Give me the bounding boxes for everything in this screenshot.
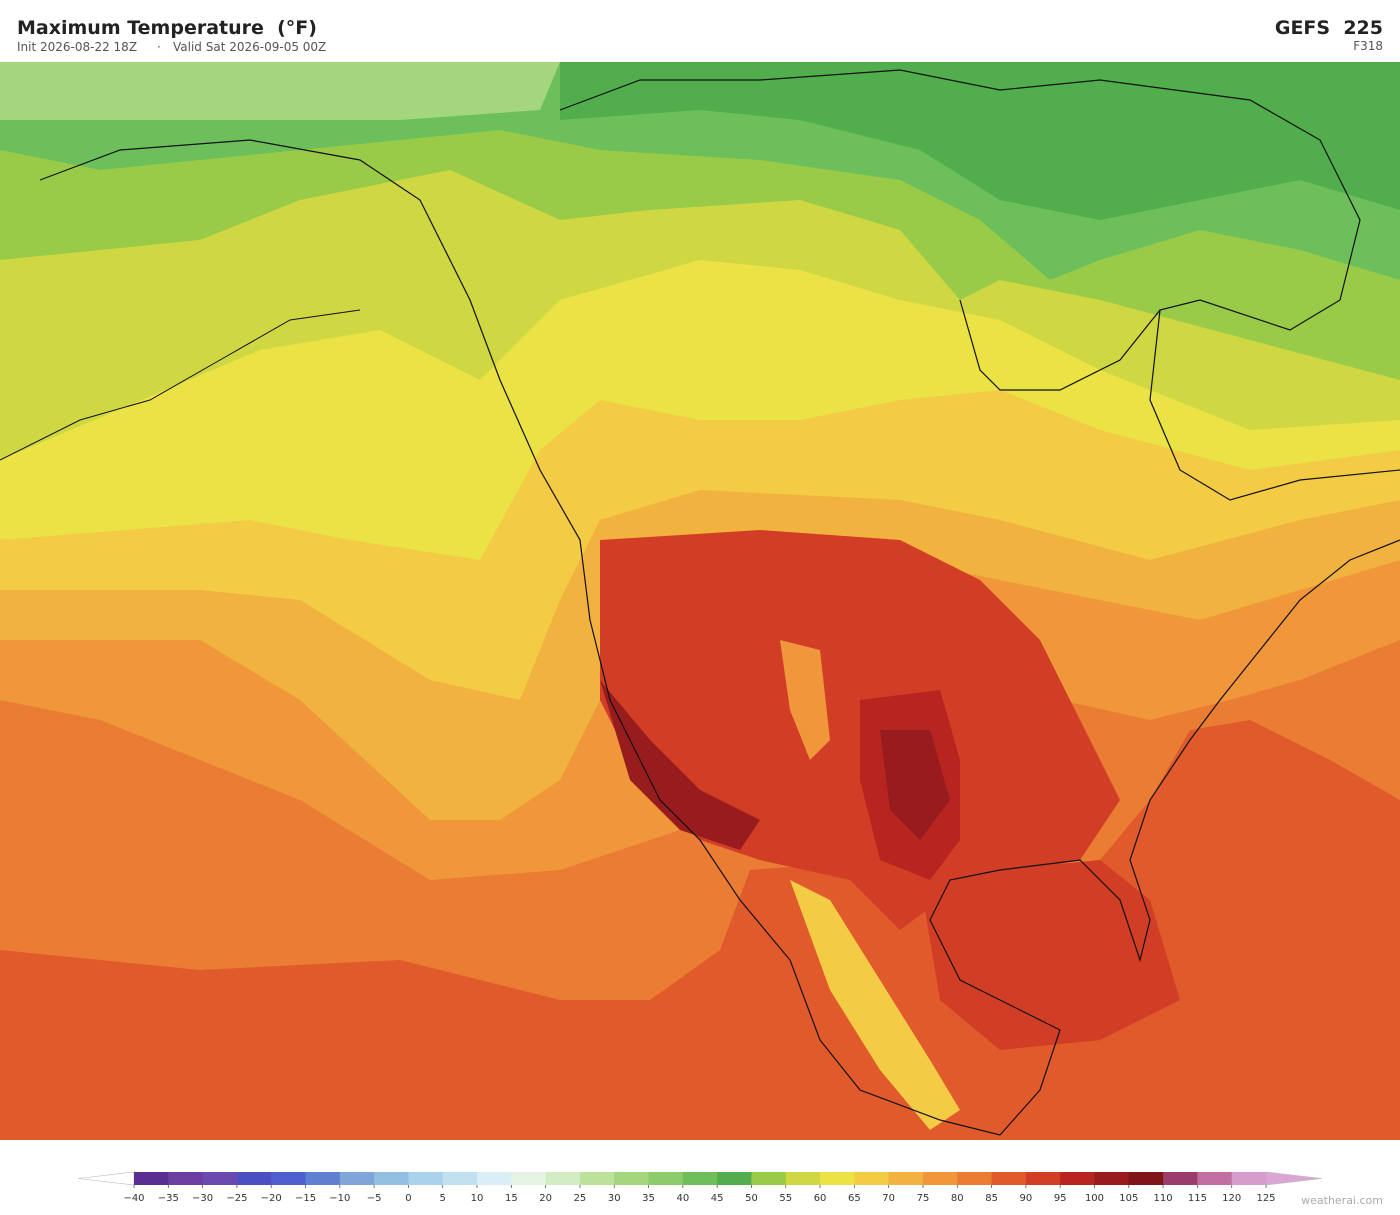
colorbar-tick-label: −35 — [158, 1193, 179, 1204]
colorbar-tick-label: 15 — [505, 1193, 518, 1204]
forecast-hour: F318 — [1353, 39, 1383, 53]
colorbar-tick-label: 30 — [608, 1193, 621, 1204]
colorbar-segment — [442, 1172, 478, 1185]
colorbar-segment — [922, 1172, 958, 1185]
colorbar-segment — [820, 1172, 855, 1185]
colorbar-tick-label: −15 — [295, 1193, 316, 1204]
colorbar-tick-label: 10 — [471, 1193, 484, 1204]
colorbar-segment — [511, 1172, 547, 1185]
colorbar-tick-label: 20 — [539, 1193, 552, 1204]
colorbar-segment — [648, 1172, 684, 1185]
colorbar-tick-label: 50 — [745, 1193, 758, 1204]
colorbar-segment — [579, 1172, 615, 1185]
colorbar-segment — [1163, 1172, 1198, 1185]
colorbar-tick-label: −20 — [261, 1193, 282, 1204]
colorbar-segment — [1094, 1172, 1130, 1185]
colorbar-segment — [1128, 1172, 1164, 1185]
colorbar-segment — [408, 1172, 444, 1185]
colorbar-tick-label: 65 — [848, 1193, 861, 1204]
colorbar-tick-label: 80 — [951, 1193, 964, 1204]
title: Maximum Temperature (°F) — [17, 17, 317, 39]
colorbar-segment — [751, 1172, 787, 1185]
colorbar-tick-label: 90 — [1020, 1193, 1033, 1204]
colorbar-tick-label: −30 — [192, 1193, 213, 1204]
colorbar-tick-label: 85 — [985, 1193, 998, 1204]
colorbar-tick-label: 115 — [1188, 1193, 1207, 1204]
colorbar-segment — [785, 1172, 821, 1185]
colorbar-tick-label: 75 — [917, 1193, 930, 1204]
colorbar-tick-label: −25 — [226, 1193, 247, 1204]
colorbar-segment — [854, 1172, 890, 1185]
colorbar-segment — [134, 1172, 169, 1185]
colorbar-tick-label: 95 — [1054, 1193, 1067, 1204]
colorbar-tick-label: 100 — [1085, 1193, 1104, 1204]
colorbar-tick-label: 45 — [711, 1193, 724, 1204]
colorbar-tick-label: 55 — [779, 1193, 792, 1204]
model: GEFS 225 — [1275, 17, 1383, 39]
init-time: Init 2026-08-22 18Z — [17, 40, 137, 54]
colorbar-over — [1265, 1171, 1323, 1186]
colorbar-tick-label: 40 — [676, 1193, 689, 1204]
colorbar-segment — [168, 1172, 204, 1185]
colorbar-segment — [717, 1172, 752, 1185]
colorbar-segment — [305, 1172, 341, 1185]
colorbar-segment — [991, 1172, 1027, 1185]
colorbar-tick-label: 60 — [814, 1193, 827, 1204]
valid-time: Valid Sat 2026-09-05 00Z — [173, 40, 326, 54]
colorbar-tick-label: −40 — [123, 1193, 144, 1204]
separator: · — [157, 40, 161, 54]
colorbar-tick-label: 105 — [1119, 1193, 1138, 1204]
colorbar-segment — [236, 1172, 272, 1185]
colorbar-tick-label: 70 — [882, 1193, 895, 1204]
colorbar-tick-label: −5 — [367, 1193, 382, 1204]
colorbar-segment — [271, 1172, 307, 1185]
colorbar-segment — [374, 1172, 409, 1185]
map — [0, 62, 1400, 1140]
colorbar-segment — [545, 1172, 581, 1185]
colorbar-tick-label: 35 — [642, 1193, 655, 1204]
credit: weatherai.com — [1301, 1194, 1383, 1207]
colorbar-segment — [1060, 1172, 1095, 1185]
colorbar-segment — [1025, 1172, 1061, 1185]
colorbar: −40 −35 −30 −25 −20 −15 −10 −5 0 5 10 15 20 25 30 35 40 4… — [77, 1171, 1323, 1204]
colorbar-segment — [614, 1172, 650, 1185]
colorbar-tick-label: 110 — [1154, 1193, 1173, 1204]
colorbar-segment — [477, 1172, 512, 1185]
colorbar-tick-label: 120 — [1222, 1193, 1241, 1204]
colorbar-segment — [1197, 1172, 1233, 1185]
colorbar-segment — [682, 1172, 718, 1185]
colorbar-segment — [339, 1172, 375, 1185]
colorbar-tick-label: 25 — [574, 1193, 587, 1204]
colorbar-segment — [957, 1172, 993, 1185]
colorbar-segment — [202, 1172, 238, 1185]
colorbar-segment — [888, 1172, 924, 1185]
colorbar-segment — [1231, 1172, 1267, 1185]
colorbar-tick-label: −10 — [329, 1193, 350, 1204]
colorbar-tick-label: 5 — [440, 1193, 446, 1204]
colorbar-tick-label: 0 — [405, 1193, 411, 1204]
colorbar-tick-label: 125 — [1256, 1193, 1275, 1204]
colorbar-under — [77, 1171, 135, 1186]
